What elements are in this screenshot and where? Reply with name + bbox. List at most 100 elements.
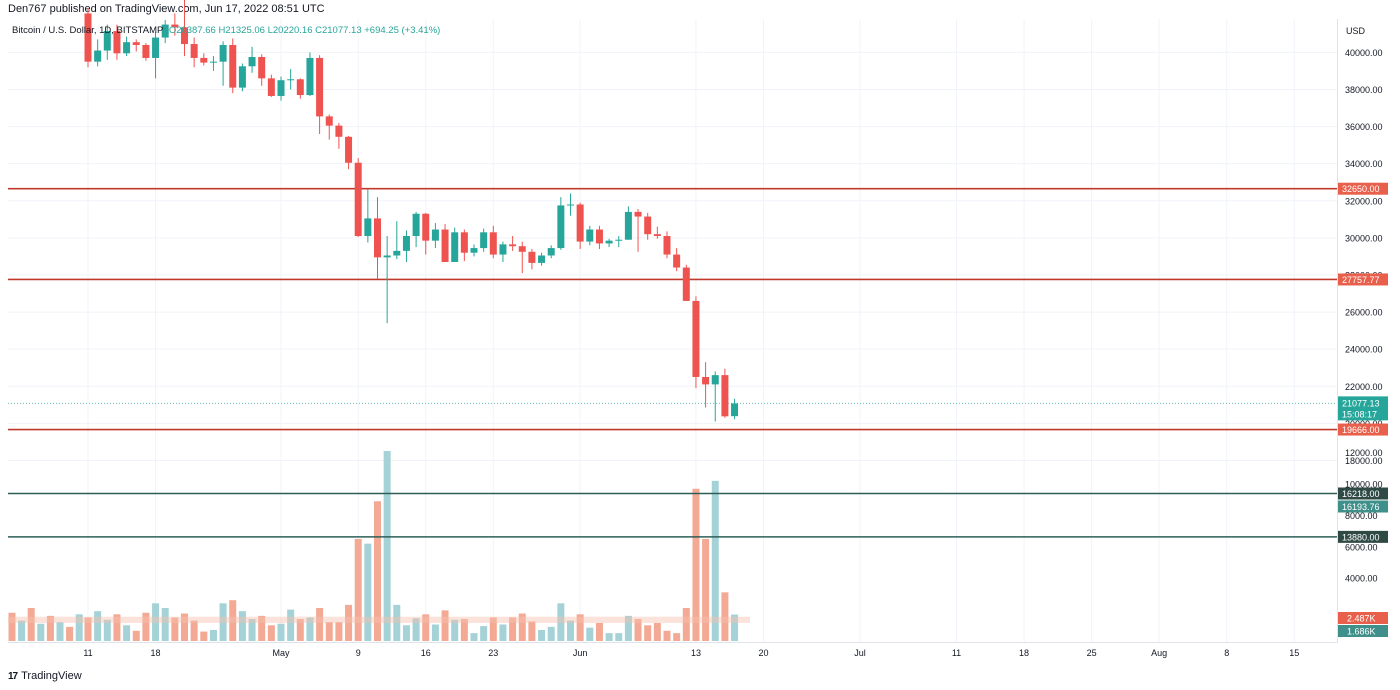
candle-body bbox=[374, 218, 381, 258]
volume-bar bbox=[653, 622, 661, 641]
volume-bar bbox=[66, 626, 74, 641]
volume-bar bbox=[557, 603, 565, 641]
time-tick-label: Jul bbox=[854, 648, 866, 658]
volume-bar bbox=[489, 617, 497, 641]
candle-body bbox=[393, 250, 401, 256]
candle-body bbox=[248, 57, 256, 67]
volume-bar bbox=[18, 620, 26, 641]
time-tick-label: 9 bbox=[356, 648, 361, 658]
candle-body bbox=[634, 211, 642, 217]
volume-bar bbox=[103, 619, 111, 641]
time-axis[interactable]: 11 18 May 9 16 23 Jun 13 20 Jul 11 18 25 Aug 8 15 bbox=[83, 648, 1299, 658]
volume-bar bbox=[576, 614, 584, 641]
volume-bar bbox=[586, 627, 594, 641]
time-tick-label: 11 bbox=[952, 648, 961, 658]
candle-body bbox=[132, 42, 140, 45]
volume-bar bbox=[402, 625, 410, 641]
price-tick-label: 24000.00 bbox=[1345, 345, 1383, 355]
publisher-header: Den767 published on TradingView.com, Jun… bbox=[0, 0, 1400, 19]
price-tick-label: 26000.00 bbox=[1345, 308, 1383, 318]
volume-bar bbox=[84, 617, 92, 641]
volume-tick-label: 10000.00 bbox=[1345, 480, 1383, 490]
candle-body bbox=[711, 375, 719, 385]
axis-price-labels: 32650.00 27757.77 19666.00 16218.00 13880.00… bbox=[1338, 182, 1388, 637]
candle-body bbox=[238, 66, 246, 88]
volume-bar bbox=[296, 619, 304, 641]
candle-body bbox=[547, 248, 555, 256]
volume-bar bbox=[27, 608, 35, 641]
volume-bar bbox=[509, 617, 517, 641]
volume-bar bbox=[229, 600, 237, 641]
volume-bar bbox=[190, 620, 198, 641]
volume-bar bbox=[200, 631, 208, 641]
volume-bar bbox=[354, 538, 362, 641]
volume-bar bbox=[702, 538, 710, 641]
volume-bar bbox=[383, 451, 391, 641]
volume-bar bbox=[412, 618, 420, 641]
volume-bar bbox=[460, 619, 468, 641]
volume-bar bbox=[171, 617, 179, 641]
volume-bar bbox=[538, 630, 546, 641]
candle-body bbox=[538, 255, 546, 263]
volume-bar bbox=[364, 543, 372, 641]
price-tick-label: 36000.00 bbox=[1345, 122, 1383, 132]
volume-bar bbox=[287, 609, 295, 641]
volume-bar bbox=[595, 622, 603, 641]
volume-bar bbox=[56, 622, 64, 641]
candle-body bbox=[518, 246, 526, 252]
candles bbox=[84, 0, 739, 422]
volume-bar bbox=[499, 624, 507, 641]
level-price-label-bg bbox=[1338, 487, 1388, 500]
volume-bar bbox=[123, 625, 131, 641]
volume-tick-label: 6000.00 bbox=[1345, 542, 1378, 552]
volume-tick-label: 12000.00 bbox=[1345, 448, 1383, 458]
volume-bar bbox=[547, 626, 555, 641]
volume-bar bbox=[634, 619, 642, 641]
time-tick-label: Aug bbox=[1151, 648, 1167, 658]
symbol-description: Bitcoin / U.S. Dollar, 1D, BITSTAMP bbox=[12, 25, 164, 36]
volume-bar bbox=[721, 592, 729, 641]
volume-bar bbox=[663, 630, 671, 641]
time-tick-label: 16 bbox=[421, 648, 431, 658]
candle-body bbox=[663, 236, 671, 255]
volume-bar bbox=[605, 633, 613, 641]
tradingview-logo-icon: 17 bbox=[8, 670, 18, 682]
volume-bar bbox=[267, 625, 275, 641]
volume-bar bbox=[518, 613, 526, 641]
volume-bar bbox=[238, 611, 246, 641]
horizontal-levels[interactable] bbox=[8, 187, 1337, 538]
price-tick-label: 22000.00 bbox=[1345, 382, 1383, 392]
volume-label-red: 2.487K bbox=[1347, 614, 1376, 624]
candle-body bbox=[431, 229, 439, 241]
time-tick-label: 18 bbox=[151, 648, 161, 658]
volume-bar bbox=[209, 630, 217, 641]
candle-body bbox=[200, 57, 208, 63]
candle-body bbox=[422, 213, 430, 241]
price-tick-label: 30000.00 bbox=[1345, 233, 1383, 243]
price-tick-label: 34000.00 bbox=[1345, 159, 1383, 169]
volume-bar bbox=[335, 622, 343, 641]
candle-body bbox=[296, 79, 304, 96]
volume-bar bbox=[8, 612, 16, 641]
volume-bar bbox=[480, 626, 488, 641]
volume-bar bbox=[374, 501, 381, 641]
candle-body bbox=[576, 204, 584, 242]
time-tick-label: 20 bbox=[758, 648, 768, 658]
volume-bar bbox=[75, 614, 83, 641]
countdown-label: 15:08:17 bbox=[1342, 409, 1377, 419]
volume-bar bbox=[431, 624, 439, 641]
ohlc-values: O20387.66 H21325.06 L20220.16 C21077.13 … bbox=[168, 25, 441, 36]
currency-label: USD bbox=[1346, 26, 1366, 36]
candle-body bbox=[306, 57, 314, 96]
candle-body bbox=[673, 254, 681, 268]
time-tick-label: 23 bbox=[488, 648, 498, 658]
volume-bar bbox=[181, 613, 188, 641]
candle-body bbox=[489, 232, 497, 255]
candle-body bbox=[181, 27, 188, 45]
candle-body bbox=[103, 31, 111, 51]
volume-bar bbox=[306, 617, 314, 641]
candle-body bbox=[383, 255, 391, 258]
tradingview-footer[interactable]: 17 TradingView bbox=[8, 670, 82, 682]
candle-body bbox=[595, 229, 603, 244]
